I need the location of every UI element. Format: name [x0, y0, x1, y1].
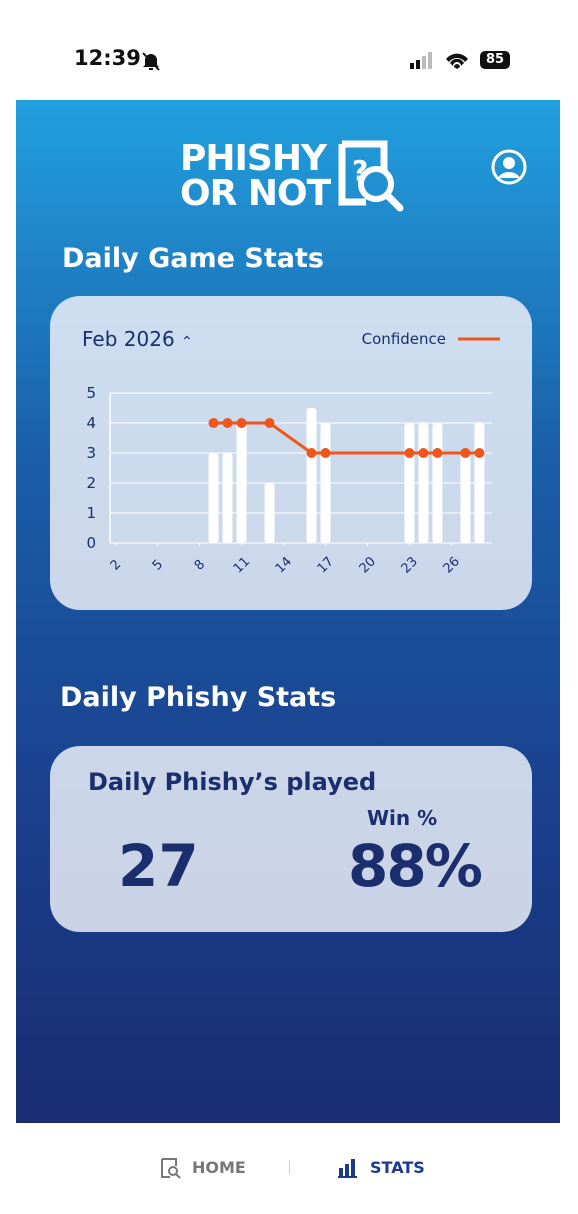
mute-icon	[142, 52, 160, 71]
svg-text:?: ?	[352, 154, 368, 187]
x-tick-label: 17	[315, 554, 337, 576]
month-selector[interactable]: Feb 2026 ⌃	[82, 327, 193, 351]
y-tick-label: 2	[86, 474, 96, 492]
logo-line: OR NOT	[180, 173, 331, 214]
line-point	[460, 448, 471, 458]
signal-wifi	[410, 52, 468, 69]
line-point	[222, 418, 233, 428]
x-tick-label: 20	[357, 554, 379, 576]
home-icon	[161, 1158, 181, 1179]
x-tick-label: 8	[192, 557, 208, 573]
logo-line: PHISHY	[180, 138, 327, 179]
line-point	[432, 448, 443, 458]
y-tick-label: 0	[86, 534, 96, 552]
x-tick-label: 14	[273, 554, 295, 576]
bar	[264, 483, 275, 543]
line-point	[264, 418, 275, 428]
x-tick-label: 5	[150, 557, 166, 573]
stats-card	[50, 746, 532, 932]
x-tick-label: 11	[231, 554, 253, 576]
win-label: Win %	[367, 806, 438, 830]
played-label: Daily Phishy’s played	[88, 768, 377, 796]
bar	[236, 423, 247, 543]
legend-label: Confidence	[362, 330, 446, 348]
bar	[306, 408, 317, 543]
win-value: 88%	[348, 832, 483, 900]
stats-icon	[338, 1159, 357, 1178]
y-tick-label: 4	[86, 414, 96, 432]
bar	[222, 453, 233, 543]
line-point	[418, 448, 429, 458]
line-point	[474, 448, 485, 458]
bar	[208, 453, 219, 543]
line-point	[306, 448, 317, 458]
app-panel	[16, 100, 560, 1123]
section-title: Daily Game Stats	[62, 243, 324, 274]
nav-divider	[289, 1160, 290, 1174]
played-value: 27	[118, 832, 199, 900]
nav-stats[interactable]: STATS	[370, 1158, 425, 1177]
x-tick-label: 26	[441, 554, 463, 576]
x-tick-label: 2	[108, 557, 124, 573]
profile-button[interactable]	[490, 148, 528, 186]
line-point	[236, 418, 247, 428]
bar	[432, 423, 443, 543]
logo-icon: ?	[338, 140, 404, 212]
nav-home[interactable]: HOME	[192, 1158, 246, 1177]
section-title: Daily Phishy Stats	[60, 682, 337, 713]
bar	[474, 423, 485, 543]
month-label: Feb 2026	[82, 327, 175, 351]
bar	[460, 453, 471, 543]
bar	[418, 423, 429, 543]
line-point	[404, 448, 415, 458]
bar	[320, 423, 331, 543]
y-tick-label: 3	[86, 444, 96, 462]
y-tick-label: 1	[86, 504, 96, 522]
battery: 85	[480, 51, 510, 69]
y-tick-label: 5	[86, 384, 96, 402]
bar	[404, 423, 415, 543]
line-point	[208, 418, 219, 428]
status-time: 12:39	[74, 46, 141, 70]
line-point	[320, 448, 331, 458]
x-tick-label: 23	[399, 554, 421, 576]
